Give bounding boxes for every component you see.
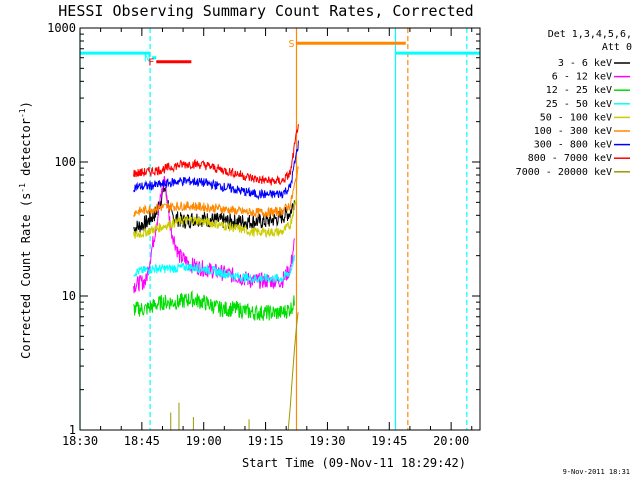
series-line xyxy=(287,312,299,431)
x-tick-label: 20:00 xyxy=(433,434,469,448)
y-tick-label: 100 xyxy=(54,155,76,169)
legend-entry-label: 300 - 800 keV xyxy=(534,140,612,151)
state-bar-label: F xyxy=(148,58,154,69)
legend-entry-label: 100 - 300 keV xyxy=(534,126,612,137)
legend-entry-label: 7000 - 20000 keV xyxy=(516,167,612,178)
state-bar-label: S xyxy=(288,39,294,50)
legend-entry-label: 6 - 12 keV xyxy=(552,72,612,83)
x-tick-label: 19:00 xyxy=(186,434,222,448)
y-tick-label: 1000 xyxy=(47,21,76,35)
plot-area: NF S xyxy=(79,27,481,431)
legend-entry-label: 25 - 50 keV xyxy=(546,99,612,110)
legend-title-line: Att 0 xyxy=(602,42,632,53)
series-line xyxy=(133,254,295,284)
state-bar-label: N xyxy=(144,54,150,65)
legend: Det 1,3,4,5,6, Att 0 3 - 6 keV 6 - 12 keV 12… xyxy=(516,29,632,178)
legend-entry-label: 3 - 6 keV xyxy=(558,58,612,69)
legend-entry-label: 50 - 100 keV xyxy=(540,112,612,123)
x-axis: 18:30 18:45 19:00 19:15 19:30 19:45 20:00 xyxy=(62,28,473,448)
timestamp: 9-Nov-2011 18:31 xyxy=(563,468,630,476)
legend-entry-label: 800 - 7000 keV xyxy=(528,153,612,164)
x-tick-label: 18:30 xyxy=(62,434,98,448)
series-line xyxy=(133,166,299,219)
x-tick-label: 19:45 xyxy=(371,434,407,448)
legend-entry-label: 12 - 25 keV xyxy=(546,85,612,96)
x-tick-label: 19:15 xyxy=(248,434,284,448)
legend-title-line: Det 1,3,4,5,6, xyxy=(548,29,632,40)
x-tick-label: 18:45 xyxy=(124,434,160,448)
x-axis-label: Start Time (09-Nov-11 18:29:42) xyxy=(242,456,466,470)
chart-title: HESSI Observing Summary Count Rates, Cor… xyxy=(58,2,473,20)
series-line xyxy=(133,290,295,322)
y-tick-label: 1 xyxy=(69,423,76,437)
y-tick-label: 10 xyxy=(62,289,76,303)
series-line xyxy=(133,140,299,201)
series-line xyxy=(133,195,297,239)
y-axis: 1 10 100 1000 xyxy=(47,21,480,437)
x-tick-label: 19:30 xyxy=(309,434,345,448)
plot-frame xyxy=(79,27,481,431)
y-axis-label: Corrected Count Rate (s-1 detector-1) xyxy=(18,101,33,359)
series-line xyxy=(133,124,299,186)
